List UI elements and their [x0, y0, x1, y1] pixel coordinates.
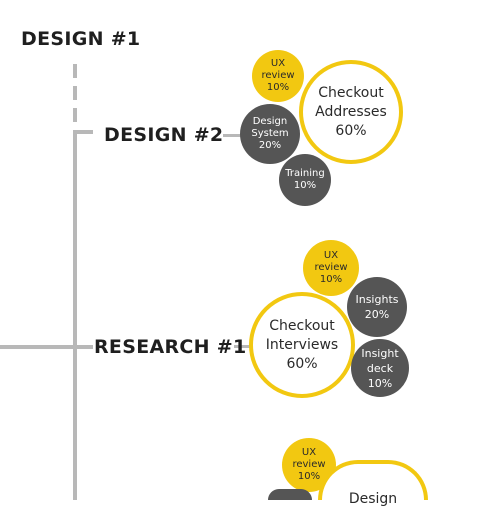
connector-dash-1 [73, 64, 77, 78]
ux-review-bubble-research[interactable]: UX review 10% [303, 240, 359, 296]
connector-dash-2 [73, 86, 77, 100]
ux-review-bubble[interactable]: UX review 10% [252, 50, 304, 102]
design-system-bubble[interactable]: Design System 20% [240, 104, 300, 164]
insights-bubble[interactable]: Insights 20% [347, 277, 407, 337]
research1-heading: RESEARCH #1 [94, 336, 247, 358]
design1-heading: DESIGN #1 [21, 28, 141, 50]
connector-dash-3 [73, 108, 77, 122]
checkout-interviews-bubble[interactable]: Checkout Interviews 60% [249, 292, 355, 398]
insight-deck-bubble[interactable]: Insight deck 10% [351, 339, 409, 397]
design-bubble-bottom[interactable]: Design [318, 460, 428, 507]
design2-heading: DESIGN #2 [104, 124, 224, 146]
training-bubble[interactable]: Training 10% [279, 154, 331, 206]
design2-link-line [223, 134, 241, 137]
design2-branch-line [73, 130, 93, 134]
research1-link-line [234, 345, 250, 348]
dark-bubble-bottom[interactable] [268, 489, 312, 500]
research1-branch-line [0, 345, 93, 349]
checkout-addresses-bubble[interactable]: Checkout Addresses 60% [299, 60, 403, 164]
vertical-trunk-line [73, 130, 77, 500]
